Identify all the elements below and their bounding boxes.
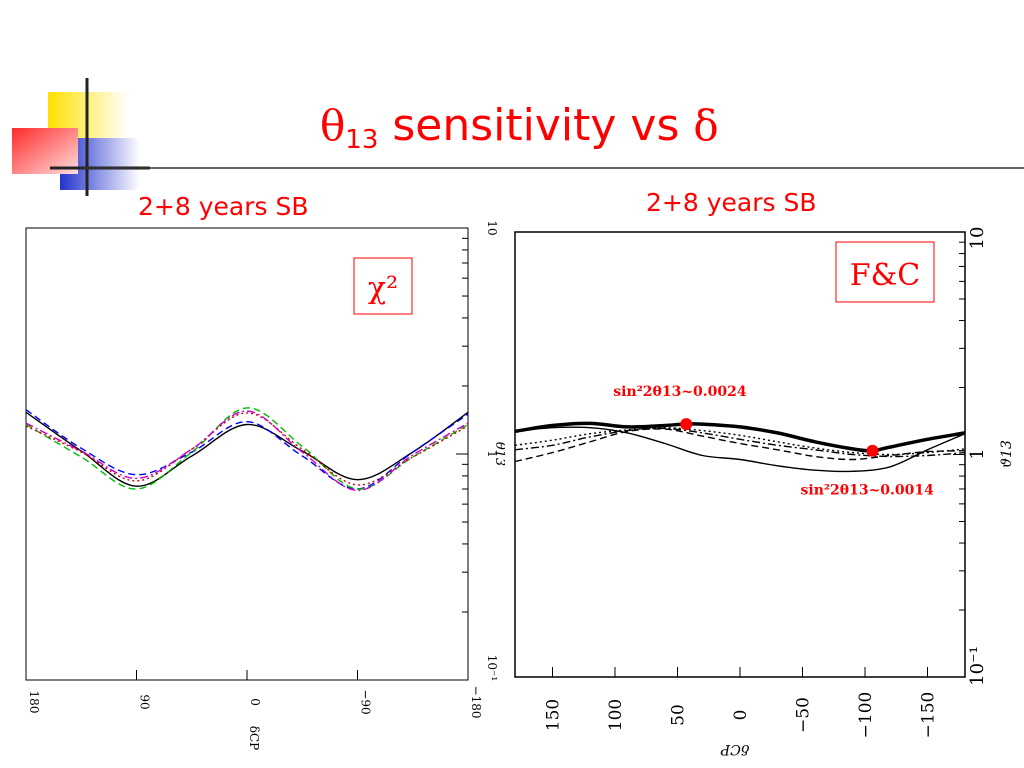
right-series-4 (514, 426, 966, 456)
right-xlabel: δCP (720, 741, 749, 757)
right-annotations: sin²2θ13~0.0024 sin²2θ13~0.0014 (613, 384, 934, 499)
left-ytick-10: 10 (485, 220, 499, 235)
left-xtick-label: 90 (138, 694, 152, 709)
fc-badge-box (835, 241, 935, 303)
left-xlabel: δCP (247, 726, 261, 750)
annotation-point-1 (866, 444, 879, 457)
title-theta-subscript: 13 (345, 125, 379, 155)
chi2-badge: χ² (368, 271, 398, 306)
fc-chart: 150 100 50 0 −50 −100 −150 sin²2θ13~0.0024sin²… (514, 227, 1015, 757)
left-ytick-1: 1 (485, 450, 499, 458)
left-series (25, 407, 469, 492)
right-ytick-0.1: 10⁻¹ (967, 646, 988, 686)
right-xtick-label: 100 (606, 699, 626, 731)
annotation-label-0: sin²2θ13~0.0024 (613, 384, 747, 400)
right-xtick-label: 150 (544, 699, 564, 731)
right-ytick-1: 1 (967, 448, 988, 459)
logo-red-square (12, 128, 78, 174)
annotation-point-0 (680, 418, 693, 431)
slide-logo (12, 78, 150, 196)
title-text: sensitivity vs (378, 100, 694, 151)
left-series-0 (25, 411, 469, 487)
right-series-1 (514, 426, 966, 473)
left-series-2 (25, 407, 469, 490)
left-xtick-label: −180 (469, 686, 483, 719)
right-series-2 (514, 428, 966, 463)
left-series-3 (25, 412, 469, 486)
left-xtick-label: 0 (248, 698, 262, 706)
right-ticks: 150 100 50 0 −50 −100 −150 (544, 231, 965, 739)
title-delta: δ (693, 101, 719, 150)
left-ticks: 180 90 0 −90 −180 (25, 227, 483, 719)
right-chart-title: 2+8 years SB (646, 188, 817, 217)
right-xtick-label: −150 (919, 692, 939, 739)
right-xtick-label: −50 (794, 697, 814, 733)
left-xtick-label: −90 (359, 689, 373, 714)
right-series-3 (514, 427, 966, 458)
left-xtick-label: 180 (27, 691, 41, 714)
right-xtick-label: 0 (731, 710, 751, 721)
right-ytick-10: 10 (967, 227, 988, 250)
chi2-badge-box (353, 257, 413, 315)
left-ytick-0.1: 10⁻¹ (485, 655, 499, 681)
fc-badge: F&C (850, 258, 920, 293)
title-theta: θ (320, 101, 346, 150)
left-ylabel: θ13 (492, 442, 505, 466)
right-xtick-label: 50 (669, 704, 689, 726)
right-series (514, 421, 966, 473)
right-xtick-label: −100 (856, 692, 876, 739)
left-series-4 (25, 410, 469, 492)
annotation-label-1: sin²2θ13~0.0014 (801, 483, 935, 499)
title-divider (80, 167, 1024, 169)
slide-title: θ13 sensitivity vs δ (320, 100, 840, 170)
chi2-chart: 180 90 0 −90 −180 10 1 10⁻¹ θ13 δCP χ² (25, 220, 505, 750)
left-series-1 (25, 409, 469, 490)
right-series-0 (514, 421, 966, 453)
right-ylabel: ϑ13 (999, 440, 1015, 468)
left-chart-title: 2+8 years SB (138, 192, 309, 221)
